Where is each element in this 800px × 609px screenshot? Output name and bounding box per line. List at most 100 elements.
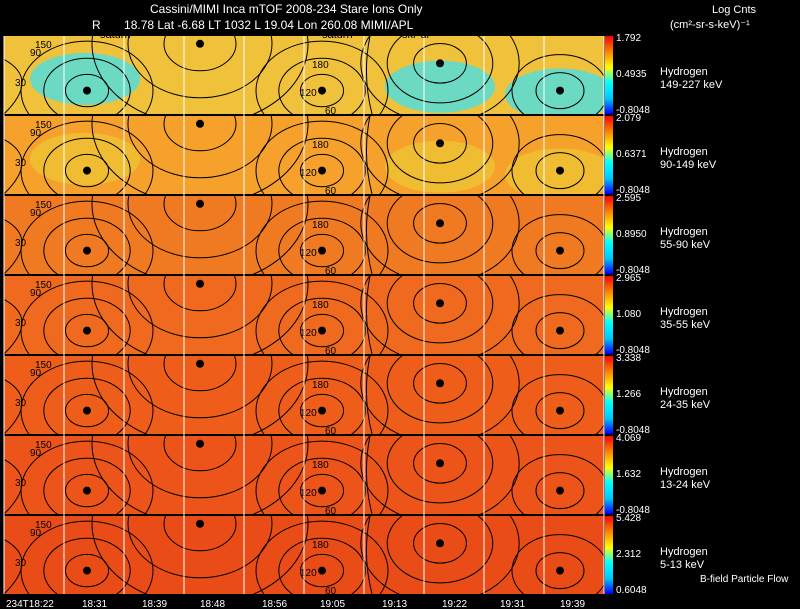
energy-range: 55-90 keV [660, 239, 711, 251]
contour-label: 120 [300, 408, 317, 419]
energy-range: 13-24 keV [660, 479, 711, 491]
contour-line [4, 458, 23, 514]
contour-label: 180 [312, 380, 329, 391]
contour-line [413, 283, 467, 324]
contour-label: 150 [35, 200, 52, 211]
colorbar-mid: 0.6371 [616, 149, 647, 160]
colorbar-max: 5.428 [616, 513, 642, 524]
field-direction-marker [436, 219, 444, 228]
species-name: Hydrogen [660, 386, 708, 398]
contour-line [365, 276, 373, 354]
contour-line [365, 36, 373, 114]
field-direction-marker [83, 166, 91, 175]
row-species-label: Hydrogen 13-24 keV [660, 466, 710, 492]
contour-line [299, 313, 345, 348]
colorbar-mid: 0.8950 [616, 229, 647, 240]
contour-line [43, 57, 131, 114]
contour-line [360, 116, 520, 194]
contour-line [365, 436, 373, 514]
plot-title: Cassini/MIMI Inca mTOF 2008-234 Stare Io… [150, 2, 423, 16]
contour-line [360, 276, 520, 354]
colorbar-min: -0.8048 [616, 425, 650, 436]
contour-line [255, 360, 389, 434]
field-direction-marker [556, 326, 564, 335]
field-direction-marker [556, 406, 564, 415]
field-direction-marker [556, 566, 564, 575]
field-direction-marker [556, 86, 564, 95]
contour-label: 180 [312, 460, 329, 471]
contour-line [278, 297, 366, 354]
field-direction-marker [83, 326, 91, 335]
contour-label: 90 [30, 368, 42, 379]
units-title: Log Cnts [712, 4, 757, 16]
footer-note: B-field Particle Flow [700, 574, 789, 585]
contour-line [91, 36, 309, 114]
contour-label: 30 [15, 158, 27, 169]
contour-line [91, 436, 309, 514]
contour-label: 90 [30, 288, 42, 299]
contour-label: 120 [300, 88, 317, 99]
row-species-label: Hydrogen 35-55 keV [660, 306, 710, 332]
contour-line [255, 120, 389, 194]
contour-line [127, 516, 273, 579]
field-direction-marker [83, 566, 91, 575]
contour-line [127, 436, 273, 499]
contour-line [360, 516, 520, 594]
contour-line [299, 73, 345, 108]
contour-label: 90 [30, 448, 42, 459]
contour-label: 120 [300, 568, 317, 579]
field-direction-marker [196, 279, 204, 288]
colorbar-max: 2.595 [616, 193, 642, 204]
contour-line [535, 72, 585, 110]
contour-line [43, 377, 131, 434]
colorbar-min: -0.8048 [616, 185, 650, 196]
x-tick-label: 234T18:22 [6, 599, 54, 609]
field-direction-marker [196, 199, 204, 208]
contour-label: 180 [312, 140, 329, 151]
r-label: R [92, 18, 101, 32]
contour-line [64, 73, 110, 108]
x-tick-label: 19:22 [442, 599, 467, 609]
contour-label: 150 [35, 440, 52, 451]
contour-label: 150 [35, 360, 52, 371]
energy-range: 90-149 keV [660, 159, 717, 171]
contour-line [360, 36, 520, 114]
contour-line [43, 297, 131, 354]
field-direction-marker [83, 406, 91, 415]
contour-line [127, 196, 273, 259]
colorbar [605, 116, 613, 194]
contour-line [413, 443, 467, 484]
contour-line [127, 36, 273, 99]
species-name: Hydrogen [660, 546, 708, 558]
colorbar-mid: 0.4935 [616, 69, 647, 80]
contour-label: 90 [30, 48, 42, 59]
row-species-label: Hydrogen 55-90 keV [660, 226, 710, 252]
contour-line [278, 217, 366, 274]
contour-line [64, 393, 110, 428]
contour-line [91, 276, 309, 354]
contour-label: 120 [300, 488, 317, 499]
field-direction-marker [318, 246, 326, 255]
colorbar-max: 3.338 [616, 353, 642, 364]
contour-line [127, 356, 273, 419]
contour-label: 30 [15, 398, 27, 409]
contour-line [127, 116, 273, 179]
ephemeris-line: R 18.78 Lat -6.68 LT 1032 L 19.04 Lon 26… [92, 18, 413, 32]
field-direction-marker [318, 486, 326, 495]
contour-line [43, 137, 131, 194]
row-species-label: Hydrogen 24-35 keV [660, 386, 710, 412]
contour-label: 120 [300, 328, 317, 339]
colorbar [605, 36, 613, 114]
contour-line [535, 232, 585, 270]
contour-line [299, 393, 345, 428]
contour-line [64, 313, 110, 348]
contour-line [535, 472, 585, 510]
skr-label: skr-ul [402, 29, 429, 41]
x-tick-label: 19:05 [320, 599, 345, 609]
contour-line [511, 54, 604, 114]
contour-line [535, 152, 585, 190]
contour-label: 150 [35, 40, 52, 51]
contour-line [511, 374, 604, 434]
colorbar-mid: 1.266 [616, 389, 642, 400]
contour-line [163, 436, 237, 472]
